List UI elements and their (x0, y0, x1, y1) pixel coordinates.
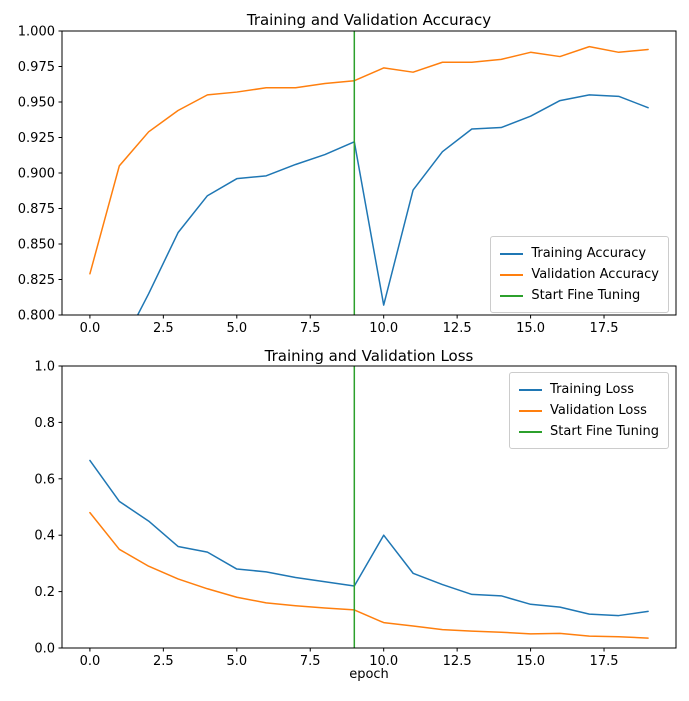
x-tick-label: 10.0 (369, 654, 398, 669)
axes-border (61, 30, 677, 316)
accuracy-chart-title: Training and Validation Accuracy (246, 11, 492, 29)
y-tick-label: 0.2 (34, 585, 55, 600)
x-tick-label: 0.0 (80, 654, 101, 669)
x-tick-label: 17.5 (590, 654, 619, 669)
y-tick-label: 0.0 (34, 642, 55, 657)
legend-label: Start Fine Tuning (550, 424, 659, 439)
accuracy-legend: Training Accuracy Validation Accuracy St… (490, 236, 669, 313)
x-tick-label: 17.5 (590, 321, 619, 336)
x-tick-label: 15.0 (516, 654, 545, 669)
start-fine-tuning-line-swatch (519, 430, 543, 433)
x-tick-label: 7.5 (300, 321, 321, 336)
x-tick-label: 5.0 (226, 321, 247, 336)
x-tick-label: 12.5 (443, 654, 472, 669)
training-accuracy-line (136, 94, 649, 315)
validation-accuracy-line (89, 45, 649, 275)
x-tick-label: 12.5 (443, 321, 472, 336)
training-accuracy-line-swatch (500, 252, 524, 255)
loss-chart-title: Training and Validation Loss (264, 347, 474, 365)
y-tick-label: 0.950 (18, 96, 55, 111)
legend-label: Start Fine Tuning (531, 288, 641, 303)
axes-border (61, 365, 677, 649)
x-axis-label: epoch (349, 667, 389, 682)
x-tick-label: 5.0 (226, 654, 247, 669)
y-tick-label: 0.6 (34, 472, 55, 487)
y-tick-label: 0.800 (18, 309, 55, 324)
legend-item: Validation Loss (519, 400, 659, 421)
x-tick-label: 2.5 (153, 654, 174, 669)
training-loss-line-swatch (519, 388, 543, 391)
validation-accuracy-line-swatch (500, 273, 524, 276)
validation-loss-line-swatch (519, 409, 543, 412)
y-tick-label: 0.8 (34, 416, 55, 431)
y-tick-label: 0.850 (18, 238, 55, 253)
y-tick-label: 0.900 (18, 167, 55, 182)
legend-item: Validation Accuracy (500, 264, 659, 285)
y-tick-label: 0.4 (34, 529, 55, 544)
y-tick-label: 0.875 (18, 202, 55, 217)
validation-loss-line (89, 511, 649, 639)
training-loss-line (89, 459, 649, 617)
subplot-1: 0.0 2.5 5.0 7.5 10.0 12.5 15.0 17.5 0.0 0.2 0.4 0.6… (34, 360, 677, 669)
legend-item: Start Fine Tuning (519, 421, 659, 442)
y-tick-label: 0.975 (18, 60, 55, 75)
x-tick-label: 0.0 (80, 321, 101, 336)
legend-item: Training Accuracy (500, 243, 659, 264)
x-tick-label: 10.0 (369, 321, 398, 336)
legend-item: Start Fine Tuning (500, 285, 659, 306)
legend-label: Training Accuracy (531, 246, 647, 261)
legend-label: Training Loss (550, 382, 634, 397)
loss-legend: Training Loss Validation Loss Start Fine… (509, 372, 669, 449)
x-tick-label: 15.0 (516, 321, 545, 336)
legend-label: Validation Accuracy (531, 267, 659, 282)
x-tick-label: 7.5 (300, 654, 321, 669)
y-tick-label: 0.925 (18, 131, 55, 146)
x-tick-label: 2.5 (153, 321, 174, 336)
y-tick-label: 0.825 (18, 273, 55, 288)
start-fine-tuning-line-swatch (500, 294, 524, 297)
subplot-0: 0.0 2.5 5.0 7.5 10.0 12.5 15.0 17.5 0.800 0.825 0.… (18, 25, 677, 336)
legend-item: Training Loss (519, 379, 659, 400)
y-tick-label: 1.000 (18, 25, 55, 40)
legend-label: Validation Loss (550, 403, 647, 418)
y-tick-label: 1.0 (34, 360, 55, 375)
